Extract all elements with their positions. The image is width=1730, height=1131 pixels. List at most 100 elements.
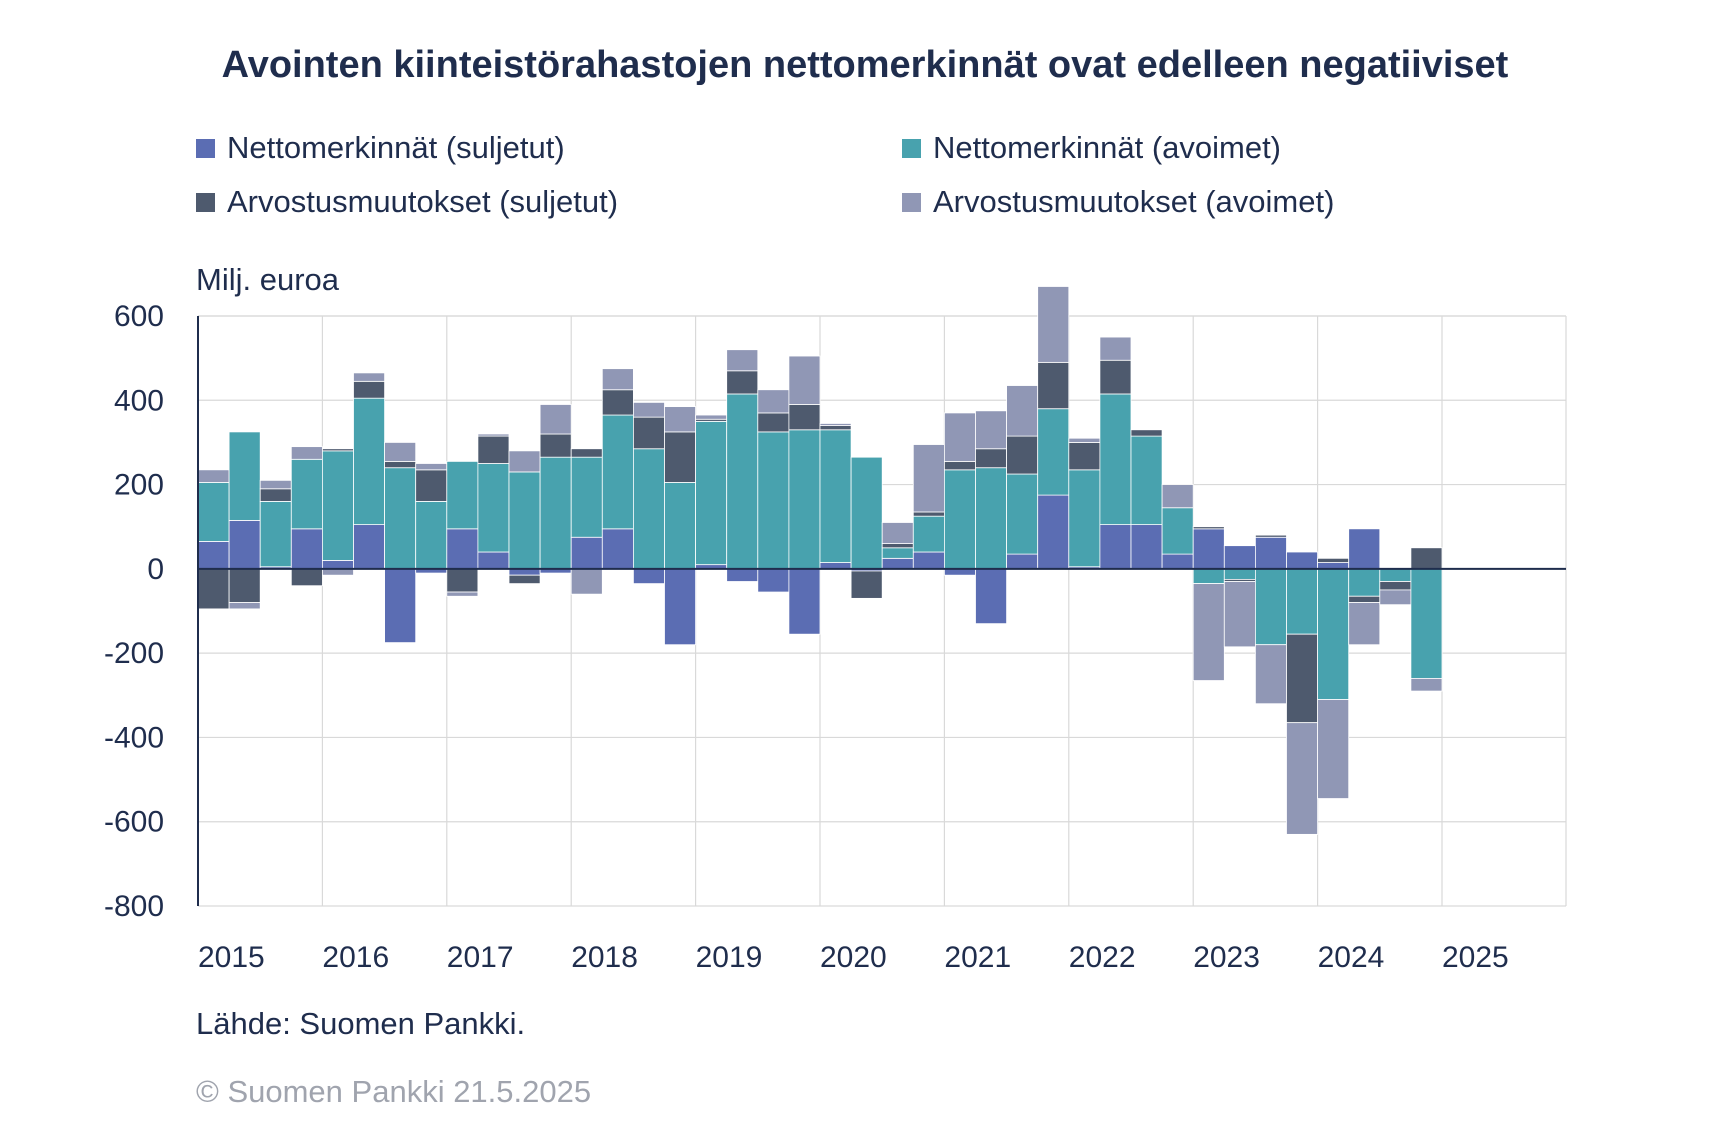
bar-segment <box>446 528 479 570</box>
bar-segment <box>321 560 354 570</box>
bar-segment <box>1037 494 1070 570</box>
bar-segment <box>1286 551 1319 570</box>
bar-segment <box>446 591 479 597</box>
bar-segment <box>570 448 603 458</box>
bar-segment <box>1006 385 1039 437</box>
bar-segment <box>1192 528 1225 570</box>
bar-segment <box>539 456 572 570</box>
bar-segment <box>1379 589 1412 606</box>
bar-segment <box>1286 568 1319 635</box>
bar-segment <box>197 541 230 570</box>
bar-segment <box>353 380 386 399</box>
y-tick-label: -200 <box>104 637 164 670</box>
bar-segment <box>1379 568 1412 582</box>
bar-segment <box>1006 473 1039 555</box>
bar-segment <box>1348 568 1381 597</box>
bar-segment <box>757 389 790 414</box>
legend-swatch <box>902 138 921 158</box>
copyright-note: © Suomen Pankki 21.5.2025 <box>196 1074 592 1109</box>
x-tick-label: 2018 <box>571 941 638 974</box>
x-tick-label: 2017 <box>447 941 514 974</box>
bar-segment <box>1006 553 1039 570</box>
y-tick-label: 0 <box>147 553 164 586</box>
bar-segment <box>819 425 852 431</box>
bar-segment <box>415 463 448 471</box>
x-tick-label: 2022 <box>1069 941 1136 974</box>
legend-label: Nettomerkinnät (suljetut) <box>227 130 565 165</box>
bar-segment <box>788 568 821 635</box>
y-tick-label: -400 <box>104 721 164 754</box>
bar-segment <box>321 448 354 452</box>
bar-segment <box>1130 429 1163 437</box>
bar-segment <box>664 568 697 646</box>
legend-item-arvostusmuutokset-avoimet: Arvostusmuutokset (avoimet) <box>902 184 1334 220</box>
legend-swatch <box>196 192 215 212</box>
bar-segment <box>477 433 510 437</box>
bar-segment <box>819 423 852 426</box>
bar-segment <box>1317 557 1350 563</box>
y-axis-unit-label: Milj. euroa <box>196 262 339 297</box>
bar-segment <box>570 456 603 538</box>
bar-segment <box>1348 595 1381 603</box>
bar-segment <box>1006 435 1039 475</box>
bar-segment <box>539 433 572 458</box>
bar-segment <box>1192 583 1225 681</box>
bar-segment <box>228 519 261 570</box>
bar-segment <box>1223 545 1256 570</box>
bar-segment <box>1223 568 1256 580</box>
bar-segment <box>321 450 354 561</box>
bar-segment <box>570 568 603 595</box>
bar-segment <box>912 551 945 570</box>
bar-segment <box>726 349 759 372</box>
bar-segment <box>508 471 541 570</box>
bar-segment <box>912 444 945 513</box>
bar-segment <box>726 393 759 570</box>
bar-segment <box>415 469 448 502</box>
bar-segment <box>633 401 665 418</box>
bar-segment <box>1348 602 1381 646</box>
bar-segment <box>788 355 821 405</box>
bar-segment <box>290 528 323 570</box>
bar-segment <box>757 568 790 593</box>
bar-segment <box>633 568 665 585</box>
bar-segment <box>1410 678 1443 692</box>
bar-segment <box>1317 699 1350 799</box>
bar-segment <box>1286 722 1319 835</box>
bar-segment <box>384 467 417 570</box>
bar-segment <box>290 568 323 587</box>
bar-segment <box>944 460 976 471</box>
bar-segment <box>601 368 634 391</box>
bar-segment <box>446 568 479 593</box>
bar-segment <box>570 536 603 570</box>
bar-segment <box>881 522 914 544</box>
y-tick-label: 200 <box>114 469 164 502</box>
bar-segment <box>1379 581 1412 591</box>
bar-segment <box>912 515 945 553</box>
bar-segment <box>664 406 697 433</box>
legend-label: Arvostusmuutokset (avoimet) <box>933 184 1335 219</box>
bar-segment <box>1410 547 1443 570</box>
bar-segment <box>228 568 261 603</box>
bar-segment <box>197 568 230 610</box>
y-tick-label: 600 <box>114 300 164 333</box>
bar-segment <box>664 482 697 570</box>
bar-segment <box>259 501 292 568</box>
bar-segment <box>1037 286 1070 363</box>
bar-segment <box>1192 526 1225 530</box>
bar-segment <box>850 456 883 570</box>
bar-segment <box>757 412 790 433</box>
legend-swatch <box>196 138 215 158</box>
bar-segment <box>819 429 852 563</box>
bar-segment <box>477 551 510 570</box>
bar-segment <box>353 397 386 526</box>
bar-segment <box>1037 361 1070 410</box>
y-tick-label: -800 <box>104 890 164 923</box>
bar-segment <box>1255 536 1287 570</box>
bar-segment <box>975 467 1008 570</box>
bar-segment <box>1099 359 1132 395</box>
bar-segment <box>757 431 790 570</box>
x-tick-label: 2024 <box>1318 941 1385 974</box>
bar-segment <box>1348 528 1381 570</box>
y-tick-label: -600 <box>104 806 164 839</box>
